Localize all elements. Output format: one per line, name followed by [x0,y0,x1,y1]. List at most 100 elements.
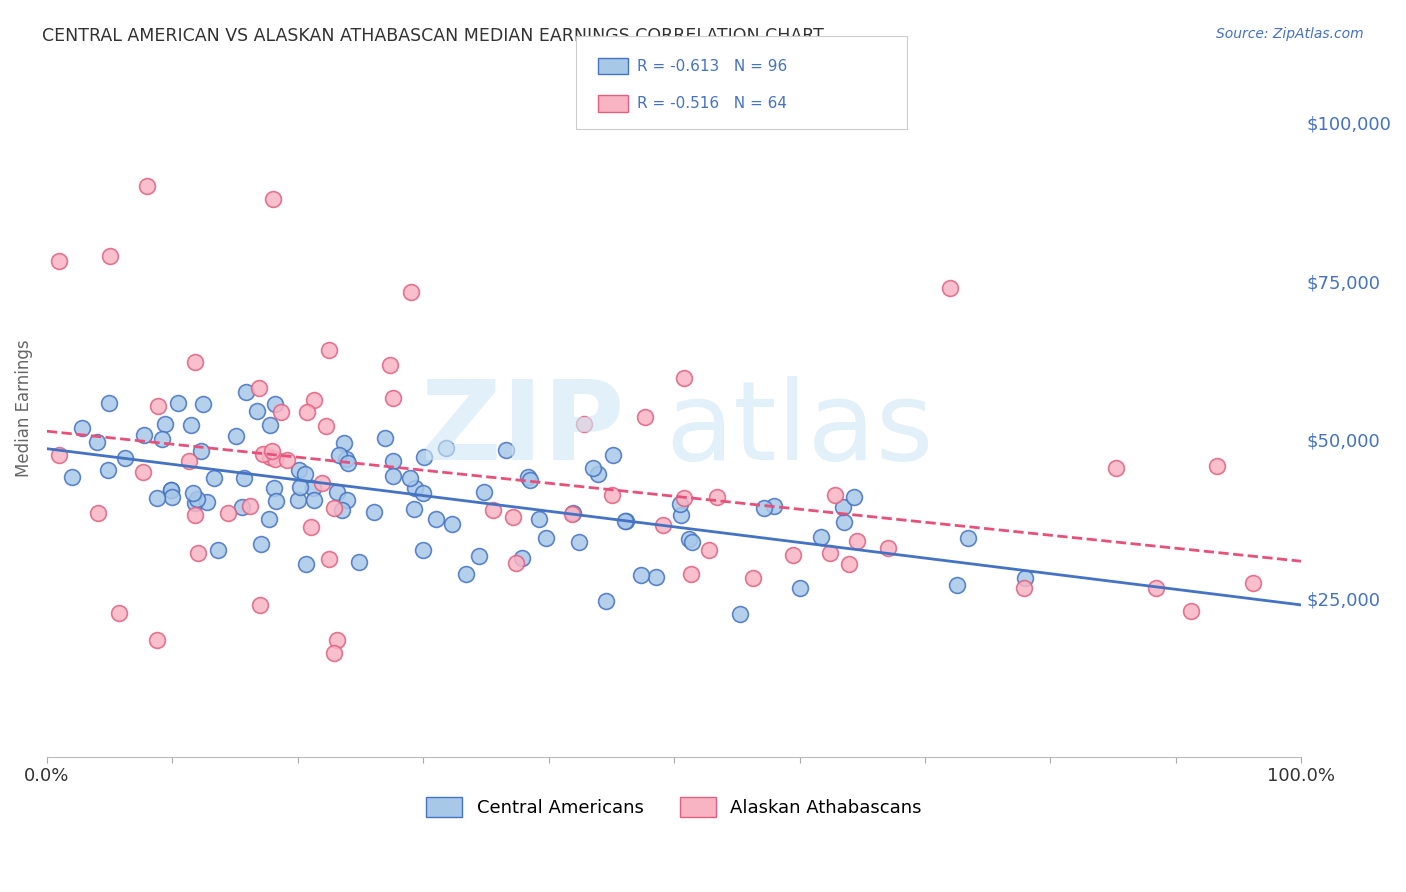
Point [302,481,325,495]
Point [159,483,181,498]
Point [586,467,609,482]
Point [468,549,491,564]
Point [146,399,169,413]
Point [195,495,218,509]
Point [582,461,605,475]
Point [382,391,405,405]
Point [1012,581,1035,595]
Point [235,384,257,399]
Point [434,441,457,455]
Point [270,404,292,418]
Point [322,646,344,660]
Point [97,463,120,477]
Point [114,450,136,465]
Point [328,448,350,462]
Point [412,486,434,500]
Point [820,546,842,560]
Point [186,491,208,506]
Point [299,520,322,534]
Point [1180,603,1202,617]
Point [335,451,357,466]
Point [412,542,434,557]
Point [98,396,121,410]
Point [184,496,207,510]
Point [561,506,583,520]
Point [335,493,357,508]
Point [287,493,309,508]
Point [706,490,728,504]
Point [1206,459,1229,474]
Point [187,546,209,560]
Point [179,417,201,432]
Point [315,419,337,434]
Point [561,508,583,522]
Point [72,420,94,434]
Point [217,506,239,520]
Point [846,534,869,549]
Text: CENTRAL AMERICAN VS ALASKAN ATHABASCAN MEDIAN EARNINGS CORRELATION CHART: CENTRAL AMERICAN VS ALASKAN ATHABASCAN M… [42,27,824,45]
Point [1104,461,1126,475]
Point [191,396,214,410]
Text: ZIP: ZIP [420,376,624,483]
Point [325,485,347,500]
Text: atlas: atlas [665,376,934,483]
Point [264,397,287,411]
Point [260,443,283,458]
Point [207,543,229,558]
Point [295,557,318,571]
Point [337,456,360,470]
Point [276,452,298,467]
Point [824,488,846,502]
Point [295,404,318,418]
Point [382,469,405,483]
Point [763,499,786,513]
Point [160,483,183,498]
Y-axis label: Median Earnings: Median Earnings [15,340,32,477]
Point [184,355,207,369]
Point [572,417,595,431]
Point [311,476,333,491]
Point [782,548,804,562]
Point [382,454,405,468]
Point [294,467,316,481]
Point [1241,576,1264,591]
Point [425,512,447,526]
Point [402,502,425,516]
Point [669,508,692,523]
Point [204,471,226,485]
Point [534,532,557,546]
Point [946,578,969,592]
Point [190,444,212,458]
Point [247,381,270,395]
Point [568,534,591,549]
Point [330,503,353,517]
Point [374,430,396,444]
Point [250,537,273,551]
Point [259,512,281,526]
Point [363,505,385,519]
Point [323,500,346,515]
Point [678,533,700,547]
Text: R = -0.516   N = 64: R = -0.516 N = 64 [637,96,787,111]
Point [302,493,325,508]
Point [246,404,269,418]
Point [48,448,70,462]
Point [184,508,207,522]
Point [510,551,533,566]
Point [679,566,702,581]
Point [259,450,281,464]
Point [669,497,692,511]
Point [304,392,326,407]
Point [600,488,623,502]
Point [249,598,271,612]
Point [877,541,900,555]
Point [132,428,155,442]
Point [645,570,668,584]
Point [325,632,347,647]
Point [697,543,720,558]
Point [502,510,524,524]
Point [517,469,540,483]
Point [87,507,110,521]
Point [672,491,695,505]
Point [181,486,204,500]
